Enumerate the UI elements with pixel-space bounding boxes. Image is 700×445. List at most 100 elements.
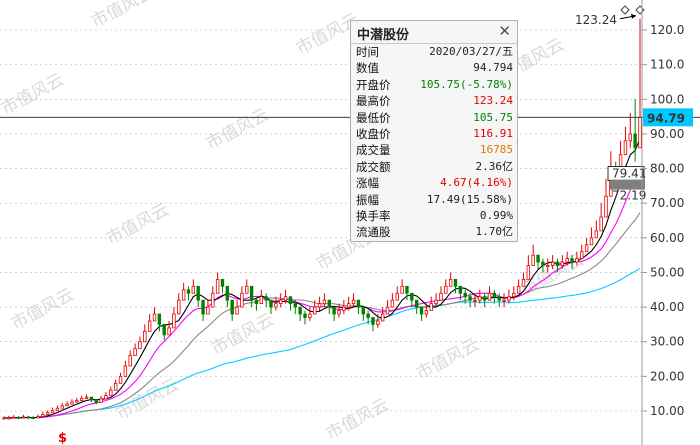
price-marker-box — [643, 108, 693, 127]
candle-body — [109, 389, 113, 396]
popup-row-value: 1.70亿 — [475, 225, 514, 239]
candle-body — [628, 133, 632, 142]
candle-body — [623, 140, 628, 156]
candle-body — [177, 299, 181, 315]
popup-row-label: 开盘价 — [356, 77, 391, 92]
y-tick-label: 90.00 — [650, 127, 684, 141]
popup-row-label: 数值 — [356, 61, 379, 76]
y-tick-label: 80.00 — [650, 162, 684, 176]
ma60-line — [4, 267, 641, 419]
popup-row-label: 最低价 — [356, 110, 391, 125]
candle-body — [279, 299, 283, 305]
candle-body — [589, 237, 594, 246]
y-tick-label: 30.00 — [650, 335, 684, 349]
candle-body — [541, 261, 545, 266]
popup-row-value: 4.67(4.16%) — [440, 176, 513, 190]
ma10-line — [4, 168, 641, 419]
candle-body — [638, 116, 642, 149]
candle-body — [201, 299, 205, 315]
candle-body — [371, 317, 375, 325]
candle-body — [390, 299, 395, 308]
candle-body — [400, 285, 404, 294]
close-icon[interactable]: ✕ — [498, 22, 511, 40]
candle-body — [225, 285, 230, 301]
candle-body — [526, 265, 531, 280]
stock-info-popup[interactable]: 中潜股份 ✕ 时间 2020/03/27/五 数值 94.794 开盘价 105.75(-… — [350, 20, 518, 242]
candle-body — [512, 292, 516, 298]
candle-body — [162, 324, 166, 336]
popup-row-label: 成交额 — [356, 159, 391, 174]
candle-body — [453, 278, 458, 287]
candle-body — [448, 278, 453, 287]
candle-body — [264, 296, 268, 301]
candle-body — [317, 303, 322, 308]
popup-row: 开盘价 105.75(-5.78%) — [351, 77, 517, 93]
peak-price-label: 123.24 — [575, 13, 617, 27]
candle-body — [478, 296, 482, 301]
candle-body — [332, 306, 336, 315]
candle-body — [220, 278, 225, 287]
popup-row-value: 116.91 — [473, 126, 513, 140]
candle-body — [507, 296, 511, 301]
candle-body — [487, 292, 492, 301]
popup-row-value: 105.75(-5.78%) — [420, 77, 513, 91]
candle-body — [444, 285, 448, 294]
grid-lines — [0, 29, 642, 412]
watermark-text: 市值风云 — [208, 310, 277, 360]
candle-body — [473, 299, 477, 302]
popup-row-label: 时间 — [356, 45, 379, 59]
candle-body — [313, 306, 317, 315]
popup-row: 涨幅 4.67(4.16%) — [351, 175, 517, 191]
peak-arrow-head — [631, 13, 636, 19]
candle-body — [167, 327, 171, 336]
candle-body — [288, 296, 293, 305]
popup-row-value: 0.99% — [479, 208, 513, 222]
candle-body — [60, 405, 64, 409]
candle-body — [385, 306, 390, 315]
candle-body — [351, 299, 356, 305]
candle-body — [560, 261, 565, 266]
candle-body — [395, 292, 399, 301]
candle-body — [482, 296, 487, 301]
popup-row-value: 16785 — [479, 143, 513, 157]
popup-row: 最低价 105.75 — [351, 110, 517, 126]
popup-row: 换手率 0.99% — [351, 208, 517, 224]
candle-body — [599, 216, 603, 232]
candle-body — [546, 265, 550, 267]
candle-body — [211, 292, 215, 308]
candle-body — [21, 416, 26, 419]
candle-body — [147, 320, 152, 332]
level-label: 79.41 — [612, 167, 646, 181]
candle-body — [434, 299, 438, 305]
candle-body — [186, 289, 191, 294]
popup-row-label: 成交量 — [356, 143, 391, 158]
popup-row-label: 最高价 — [356, 94, 391, 109]
diamond-marker — [635, 5, 645, 15]
popup-row: 成交额 2.36亿 — [351, 159, 517, 175]
candle-body — [16, 416, 21, 419]
candle-body — [536, 254, 540, 263]
candle-body — [633, 133, 637, 149]
candle-body — [118, 375, 123, 384]
y-tick-label: 110.0 — [650, 58, 684, 72]
level-bar — [610, 179, 645, 190]
candle-body — [79, 398, 84, 402]
candle-body — [565, 258, 569, 263]
candle-body — [468, 296, 472, 301]
candle-body — [584, 244, 589, 253]
candle-body — [12, 416, 16, 419]
candle-body — [550, 261, 555, 266]
ma5-line — [4, 138, 641, 419]
candle-body — [157, 313, 162, 325]
candle-body — [143, 330, 147, 343]
popup-row-value: 17.49(15.58%) — [426, 192, 513, 206]
candle-body — [249, 285, 254, 301]
popup-row: 振幅 17.49(15.58%) — [351, 192, 517, 208]
candle-body — [604, 195, 608, 218]
popup-row-value: 2020/03/27/五 — [429, 45, 513, 58]
candle-body — [104, 395, 108, 400]
popup-row-value: 2.36亿 — [475, 159, 514, 173]
candle-body — [555, 261, 560, 266]
watermark-text: 市值风云 — [113, 375, 182, 425]
candle-body — [414, 299, 419, 308]
